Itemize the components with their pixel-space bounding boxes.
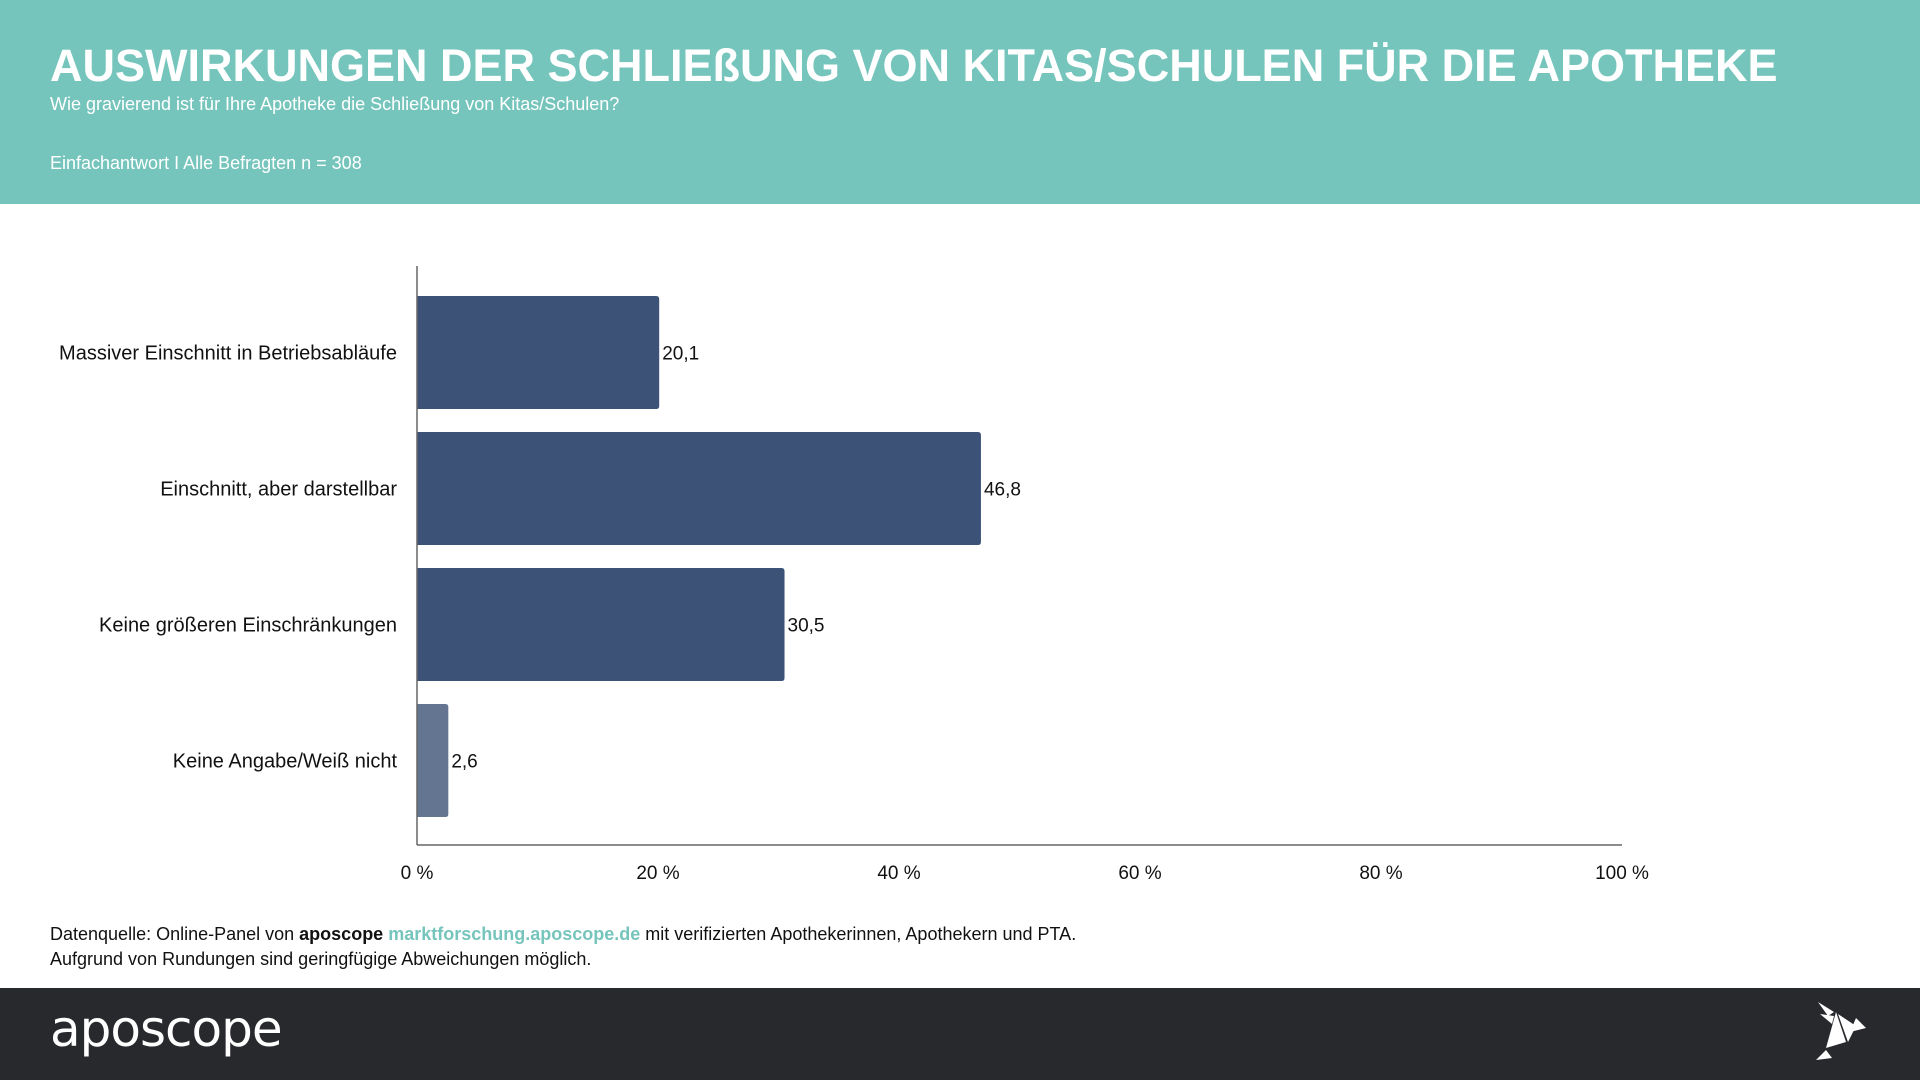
category-label: Massiver Einschnitt in Betriebsabläufe xyxy=(59,343,397,365)
value-label: 46,8 xyxy=(984,480,1021,501)
bar-chart: Massiver Einschnitt in Betriebsabläufe Ei… xyxy=(59,266,1649,884)
x-tick-labels: 0 % 20 % 40 % 60 % 80 % 100 % xyxy=(401,863,1649,884)
x-tick-label: 60 % xyxy=(1118,863,1161,884)
source-prefix: Datenquelle: Online-Panel von xyxy=(50,924,300,944)
footer-bar: aposcope xyxy=(0,988,1920,1080)
bar-3 xyxy=(417,568,785,681)
sample-note: Einfachantwort I Alle Befragten n = 308 xyxy=(50,153,362,173)
page-subtitle: Wie gravierend ist für Ihre Apotheke die… xyxy=(50,94,620,114)
x-tick-label: 80 % xyxy=(1359,863,1402,884)
category-labels: Massiver Einschnitt in Betriebsabläufe Ei… xyxy=(59,343,397,773)
bar-4 xyxy=(417,704,449,817)
bars-group xyxy=(417,296,981,817)
x-tick-label: 20 % xyxy=(636,863,679,884)
page-title: AUSWIRKUNGEN DER SCHLIEßUNG VON KITAS/SC… xyxy=(50,40,1778,91)
category-label: Einschnitt, aber darstellbar xyxy=(160,479,397,501)
value-label: 30,5 xyxy=(788,616,825,637)
x-tick-label: 40 % xyxy=(877,863,920,884)
x-tick-label: 0 % xyxy=(401,863,434,884)
source-brand: aposcope xyxy=(299,924,384,944)
value-label: 20,1 xyxy=(662,344,699,365)
data-source-note: Datenquelle: Online-Panel von aposcope m… xyxy=(50,922,1076,972)
origami-bird-icon xyxy=(1816,1002,1866,1060)
x-tick-label: 100 % xyxy=(1595,863,1649,884)
header-banner: AUSWIRKUNGEN DER SCHLIEßUNG VON KITAS/SC… xyxy=(0,0,1920,204)
bar-1 xyxy=(417,296,660,409)
bar-2 xyxy=(417,432,981,545)
category-label: Keine Angabe/Weiß nicht xyxy=(173,751,398,773)
value-labels: 20,1 46,8 30,5 2,6 xyxy=(451,344,1021,773)
value-label: 2,6 xyxy=(451,752,477,773)
rounding-note: Aufgrund von Rundungen sind geringfügige… xyxy=(50,949,592,969)
category-label: Keine größeren Einschränkungen xyxy=(99,615,397,637)
aposcope-logo: aposcope xyxy=(50,1000,283,1058)
source-suffix: mit verifizierten Apothekerinnen, Apothe… xyxy=(640,924,1077,944)
source-link[interactable]: marktforschung.aposcope.de xyxy=(388,924,641,944)
